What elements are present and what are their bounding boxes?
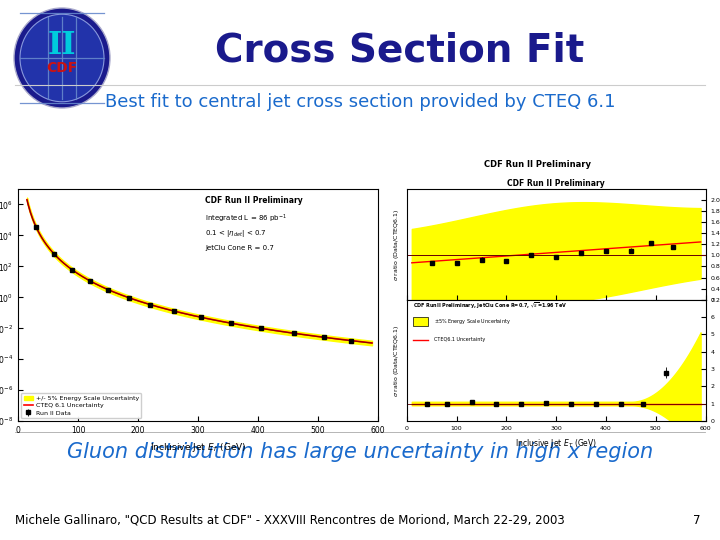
Y-axis label: $\sigma$ ratio (Data/CTEQ6.1): $\sigma$ ratio (Data/CTEQ6.1) [392,324,401,397]
Text: Cross Section Fit: Cross Section Fit [215,31,585,69]
Legend: +/- 5% Energy Scale Uncertainty, CTEQ 6.1 Uncertainty, Run II Data: +/- 5% Energy Scale Uncertainty, CTEQ 6.… [21,393,141,418]
Y-axis label: $\sigma$ ratio (Data/CTEQ6.1): $\sigma$ ratio (Data/CTEQ6.1) [392,208,401,281]
CTEQ 6.1 Uncertainty [24,201,32,208]
Text: CDF: CDF [46,61,78,75]
Ellipse shape [20,14,104,102]
Text: Integrated L = 86 pb$^{-1}$: Integrated L = 86 pb$^{-1}$ [205,212,287,225]
Text: Best fit to central jet cross section provided by CTEQ 6.1: Best fit to central jet cross section pr… [104,93,616,111]
Text: 0.1 < |$\eta_{det}$| < 0.7: 0.1 < |$\eta_{det}$| < 0.7 [205,228,266,239]
Text: 7: 7 [693,514,700,526]
Text: $\pm$5% Energy Scale Uncertainty: $\pm$5% Energy Scale Uncertainty [433,317,510,326]
Text: JetClu Cone R = 0.7: JetClu Cone R = 0.7 [205,245,274,251]
Title: CDF Run II Preliminary: CDF Run II Preliminary [508,179,605,188]
X-axis label: Inclusive Jet $E_T$ (GeV): Inclusive Jet $E_T$ (GeV) [515,437,598,450]
Text: CDF RunII Preliminary, JetClu Cone R=0.7, $\sqrt{s}$=1.96 TeV: CDF RunII Preliminary, JetClu Cone R=0.7… [413,302,567,312]
CTEQ 6.1 Uncertainty [234,321,243,328]
Line: CTEQ 6.1 Uncertainty: CTEQ 6.1 Uncertainty [27,200,372,343]
Text: CDF Run II Preliminary: CDF Run II Preliminary [484,160,590,169]
CTEQ 6.1 Uncertainty [336,336,344,342]
Bar [413,316,428,326]
CTEQ 6.1 Uncertainty [368,340,377,346]
Text: II: II [48,30,76,62]
CTEQ 6.1 Uncertainty [313,333,322,340]
CTEQ 6.1 Uncertainty [23,197,32,203]
Text: CDF Run II Preliminary: CDF Run II Preliminary [205,196,303,205]
Text: CTEQ6.1 Uncertainty: CTEQ6.1 Uncertainty [433,338,485,342]
Ellipse shape [14,8,110,108]
Text: Gluon distribution has large uncertainty in high x region: Gluon distribution has large uncertainty… [67,442,653,462]
CTEQ 6.1 Uncertainty [227,320,235,326]
Text: Michele Gallinaro, "QCD Results at CDF" - XXXVIII Rencontres de Moriond, March 2: Michele Gallinaro, "QCD Results at CDF" … [15,514,564,526]
X-axis label: Inclusive Jet $E_T$ (GeV): Inclusive Jet $E_T$ (GeV) [150,441,246,454]
CTEQ 6.1 Uncertainty [228,320,237,327]
